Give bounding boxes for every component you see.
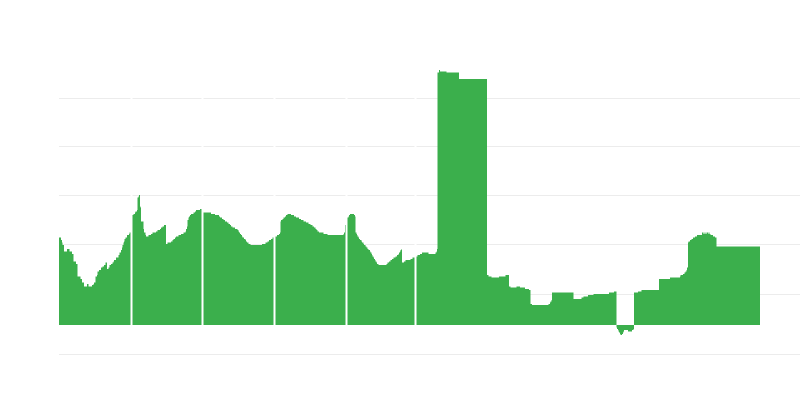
series-area — [59, 70, 760, 335]
segment-separators — [130, 20, 417, 325]
series-area-group — [59, 70, 760, 335]
